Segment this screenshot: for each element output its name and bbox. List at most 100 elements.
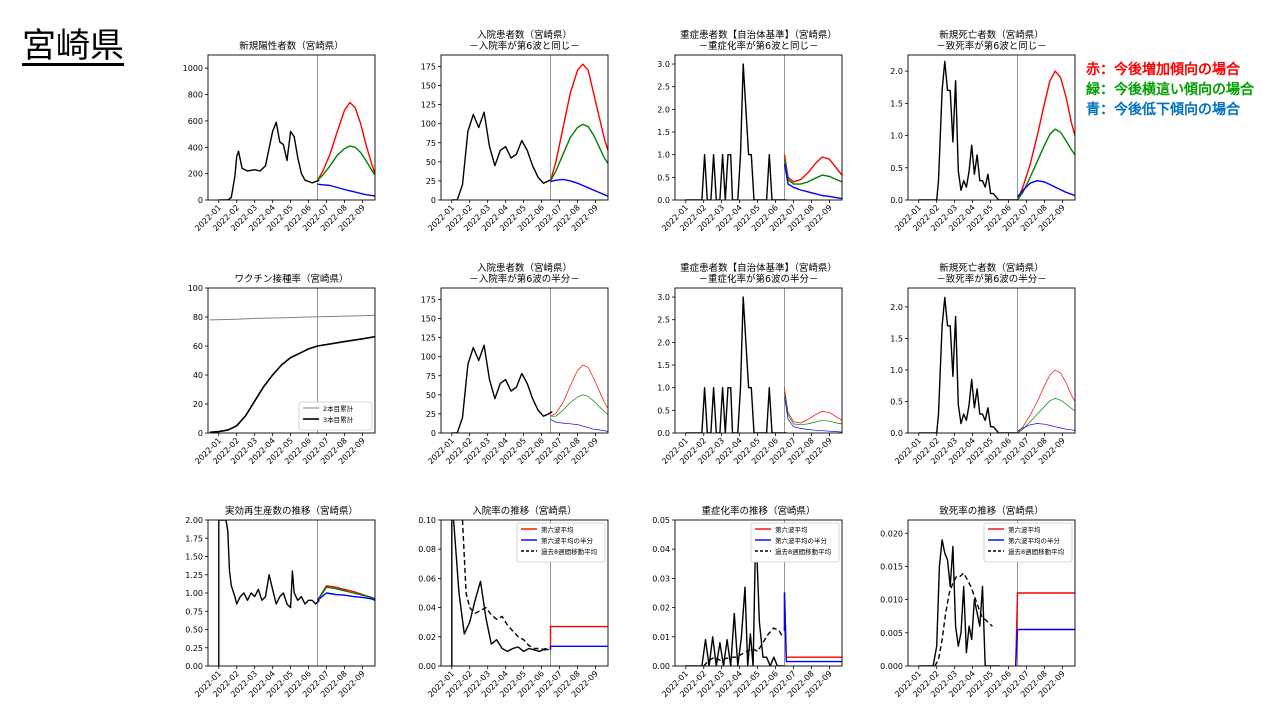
- y-tick-label: 0.5: [890, 397, 903, 406]
- y-tick-label: 0.08: [418, 545, 436, 554]
- y-tick-label: 3.0: [657, 60, 670, 69]
- chart-title: 入院患者数（宮崎県）: [477, 262, 572, 274]
- y-tick-label: 20: [193, 400, 203, 409]
- y-tick-label: 0.000: [880, 662, 903, 671]
- chart-panel-8: 新規死亡者数（宮崎県）－致死率が第6波の半分－0.00.51.01.52.020…: [890, 262, 1076, 466]
- y-tick-label: 0.03: [652, 574, 670, 583]
- series-line-increase: [1016, 70, 1075, 200]
- legend-flat: 緑：今後横這い傾向の場合: [1086, 82, 1254, 98]
- series-line-flat: [1017, 397, 1075, 433]
- y-tick-label: 175: [421, 62, 436, 71]
- y-tick-label: 0.04: [418, 604, 436, 613]
- y-tick-label: 1.0: [657, 384, 670, 393]
- legend-label: 過去8週間移動平均: [1008, 547, 1065, 556]
- chart-panel-5: ワクチン接種率（宮崎県）0204060801002022-012022-0220…: [188, 273, 376, 466]
- series-line-actual: [451, 344, 553, 433]
- y-tick-label: 0: [198, 429, 203, 438]
- series-line-decrease: [1017, 423, 1075, 432]
- series-line-increase: [1017, 369, 1075, 433]
- series-line-flat: [1016, 128, 1075, 200]
- y-tick-label: 150: [421, 82, 436, 91]
- plot-frame: [207, 54, 376, 201]
- series-line-increase: [550, 364, 608, 417]
- plot-frame: [674, 54, 843, 201]
- series-line-actual: [685, 63, 787, 200]
- y-tick-label: 75: [426, 372, 436, 381]
- y-tick-label: 400: [188, 143, 203, 152]
- legend-label: 2本目累計: [323, 404, 354, 413]
- chart-title: 新規陽性者数（宮崎県）: [239, 40, 344, 52]
- y-tick-label: 100: [188, 284, 203, 293]
- plot-frame: [674, 519, 843, 667]
- plot-frame: [907, 287, 1076, 434]
- chart-panel-3: 重症患者数【自治体基準】（宮崎県）－重症化率が第6波と同じ－ 0.0 0.5 1.0 1…: [657, 29, 843, 233]
- series-line-decrease: [317, 592, 375, 601]
- y-tick-label: 40: [193, 371, 203, 380]
- chart-panel-11: 重症化率の推移（宮崎県）0.000.010.020.030.040.052022…: [652, 505, 843, 699]
- chart-title: 新規死亡者数（宮崎県）: [939, 29, 1044, 41]
- y-tick-label: 1.25: [185, 571, 203, 580]
- y-tick-label: 175: [421, 295, 436, 304]
- plot-frame: [907, 519, 1076, 667]
- series-line-decrease: [550, 178, 608, 197]
- legend-decrease: 青：今後低下傾向の場合: [1086, 102, 1240, 118]
- y-tick-label: 0.10: [418, 516, 436, 525]
- plot-frame: [207, 519, 376, 667]
- y-tick-label: 0.5: [657, 406, 670, 415]
- y-tick-label: 0.0: [890, 429, 903, 438]
- series-line-decrease: [784, 396, 842, 433]
- series-line-s1: [209, 335, 375, 433]
- y-tick-label: 100: [421, 353, 436, 362]
- legend-label: 第六波平均: [1008, 525, 1041, 534]
- y-tick-label: 25: [426, 410, 436, 419]
- series-line-s1: [461, 520, 549, 651]
- series-line-s3: [1015, 628, 1075, 666]
- y-tick-label: 0.5: [657, 173, 670, 182]
- chart-panel-6: 入院患者数（宮崎県）－入院率が第6波の半分－ 0 25 50 75 100 125 150 17…: [421, 262, 609, 466]
- chart-panel-4: 新規死亡者数（宮崎県）－致死率が第6波と同じ－0.00.51.01.52.020…: [890, 29, 1076, 233]
- y-tick-label: 0.05: [652, 516, 670, 525]
- y-tick-label: 1.5: [657, 128, 670, 137]
- y-tick-label: 0: [198, 196, 203, 205]
- y-tick-label: 0.015: [880, 562, 903, 571]
- y-tick-label: 800: [188, 91, 203, 100]
- y-tick-label: 0.0: [657, 429, 670, 438]
- legend-label: 第六波平均の半分: [1008, 536, 1061, 545]
- y-tick-label: 0.010: [880, 596, 903, 605]
- y-tick-label: 25: [426, 177, 436, 186]
- series-line-decrease: [550, 418, 608, 432]
- chart-panel-7: 重症患者数【自治体基準】（宮崎県）－重症化率が第6波の半分－ 0.0 0.5 1.0 1…: [657, 262, 843, 466]
- series-line-actual: [451, 520, 549, 666]
- y-tick-label: 1.0: [890, 366, 903, 375]
- chart-title: －重症化率が第6波と同じ－: [698, 40, 818, 52]
- chart-title: 入院患者数（宮崎県）: [477, 29, 572, 41]
- plot-frame: [207, 287, 376, 434]
- chart-panel-2: 入院患者数（宮崎県）－入院率が第6波と同じ－ 0 25 50 75 100 125 150 17…: [421, 29, 609, 233]
- chart-title: 致死率の推移（宮崎県）: [939, 505, 1044, 517]
- series-line-s0: [209, 314, 375, 321]
- series-line-increase: [549, 63, 608, 182]
- series-line-increase: [316, 101, 375, 181]
- chart-title: －致死率が第6波の半分－: [936, 273, 1047, 285]
- y-tick-label: 50: [426, 158, 436, 167]
- legend-label: 過去8週間移動平均: [541, 547, 598, 556]
- y-tick-label: 0.06: [418, 574, 436, 583]
- y-tick-label: 50: [426, 391, 436, 400]
- y-tick-label: 0.25: [185, 644, 203, 653]
- y-tick-label: 0.0: [890, 196, 903, 205]
- scenario-legend: 赤：今後増加傾向の場合 緑：今後横這い傾向の場合 青：今後低下傾向の場合: [1086, 60, 1254, 120]
- chart-legend: 2本目累計 3本目累計: [298, 401, 373, 431]
- series-line-s2: [549, 625, 608, 650]
- series-line-actual: [218, 520, 320, 666]
- y-tick-label: 100: [421, 120, 436, 129]
- series-line-s3: [783, 592, 842, 663]
- series-line-actual: [218, 121, 320, 200]
- y-tick-label: 1.75: [185, 534, 203, 543]
- series-line-s3: [549, 645, 608, 650]
- series-line-s2: [783, 592, 842, 658]
- chart-title: －入院率が第6波と同じ－: [469, 40, 580, 52]
- legend-label: 3本目累計: [323, 415, 354, 424]
- y-tick-label: 1.50: [185, 553, 203, 562]
- y-tick-label: 2.0: [657, 105, 670, 114]
